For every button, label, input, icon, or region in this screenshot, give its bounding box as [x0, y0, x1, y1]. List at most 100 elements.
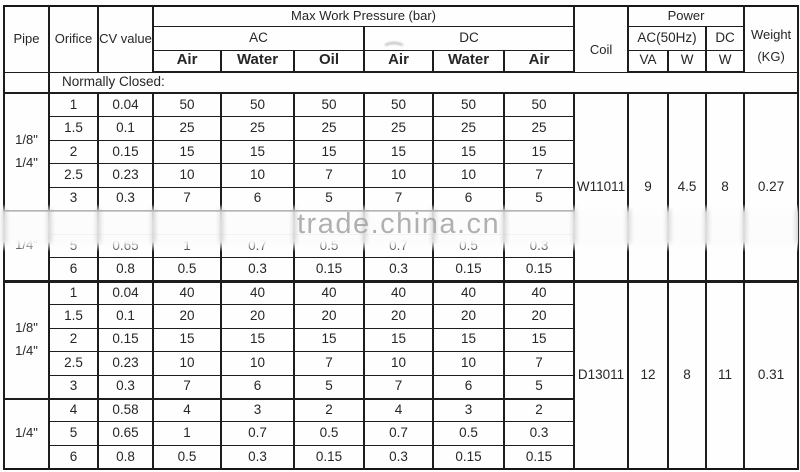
pressure-cell: 0.3: [220, 444, 295, 470]
pressure-cell: 15: [152, 139, 222, 165]
table-row: 2.5 0.23 10 10 7 10 10 7: [4, 163, 798, 188]
table-row: 3 0.3 7 6 5 7 6 5: [4, 374, 798, 400]
pressure-cell: 25: [152, 116, 222, 141]
orifice-cell: 2.5: [48, 163, 99, 188]
orifice-cell: 5: [48, 421, 99, 446]
col-header-ac-air: Air: [152, 49, 222, 73]
pressure-cell: 15: [432, 327, 505, 353]
cv-value-cell: 0.15: [97, 139, 154, 165]
pressure-cell: 20: [432, 304, 505, 329]
pressure-cell: 0.15: [293, 257, 365, 282]
pressure-cell: 40: [293, 279, 365, 306]
pressure-cell: 40: [432, 279, 505, 306]
pressure-cell: 25: [220, 116, 295, 141]
coil-model-cell: D13011: [573, 279, 630, 470]
pressure-cell: 7: [293, 351, 365, 376]
pressure-cell: 40: [363, 279, 434, 306]
pressure-cell: 0.5: [152, 444, 222, 470]
pressure-cell: 0.15: [502, 257, 576, 282]
pressure-cell: 40: [220, 279, 295, 306]
col-header-ac50hz: AC(50Hz): [627, 25, 708, 51]
col-header-ac: AC: [152, 25, 365, 51]
pressure-cell: 25: [293, 116, 365, 141]
pressure-cell: 10: [152, 163, 222, 188]
pressure-cell: 15: [220, 139, 295, 165]
pressure-cell: 20: [152, 304, 222, 329]
cv-value-cell: 0.15: [97, 327, 154, 353]
pressure-cell: 50: [363, 92, 434, 118]
col-header-pipe: Pipe: [3, 5, 50, 73]
power-w-dc-cell: 11: [705, 279, 746, 470]
ghost-column-line: [796, 209, 799, 243]
cv-value-cell: 0.3: [97, 374, 154, 400]
pressure-cell: 7: [502, 351, 576, 376]
orifice-cell: 2: [48, 139, 99, 165]
col-header-va: VA: [627, 49, 670, 73]
pressure-cell: 50: [152, 92, 222, 118]
orifice-cell: 1.5: [48, 304, 99, 329]
pressure-cell: 0.5: [152, 257, 222, 282]
pressure-cell: 0.5: [432, 421, 505, 446]
orifice-cell: 3: [48, 374, 99, 400]
cv-value-cell: 0.8: [97, 257, 154, 282]
pressure-cell: 15: [363, 139, 434, 165]
pressure-cell: 25: [502, 116, 576, 141]
header-row-1: Pipe Orifice CV value Max Work Pressure …: [3, 5, 800, 73]
pressure-cell: 3: [220, 397, 295, 423]
pressure-cell: 20: [293, 304, 365, 329]
cv-value-cell: 0.8: [97, 444, 154, 470]
pipe-size-cell: 1/8" 1/4": [3, 92, 50, 212]
pressure-cell: 40: [152, 279, 222, 306]
ghost-column-line: [667, 209, 670, 243]
blur-band: [2, 204, 799, 252]
pressure-cell: 0.15: [502, 444, 576, 470]
weight-value-cell: 0.31: [743, 279, 800, 470]
orifice-cell: 6: [48, 257, 99, 282]
col-header-dc-air2: Air: [502, 49, 576, 73]
pressure-cell: 25: [363, 116, 434, 141]
pressure-cell: 50: [220, 92, 295, 118]
col-header-cv-value: CV value: [97, 5, 154, 73]
pressure-cell: 15: [432, 139, 505, 165]
col-header-weight: Weight (KG): [743, 5, 800, 73]
pressure-cell: 15: [220, 327, 295, 353]
ghost-column-line: [743, 209, 746, 243]
pressure-cell: 15: [363, 327, 434, 353]
pressure-cell: 10: [432, 163, 505, 188]
pressure-cell: 7: [152, 374, 222, 400]
col-header-power-dc: DC: [705, 25, 746, 51]
col-header-coil: Coil: [573, 5, 630, 73]
ghost-column-line: [503, 209, 506, 243]
pressure-cell: 5: [502, 374, 576, 400]
pressure-cell: 20: [220, 304, 295, 329]
ghost-column-line: [705, 209, 708, 243]
pressure-cell: 7: [502, 163, 576, 188]
col-header-w-dc: W: [705, 49, 746, 73]
ghost-column-line: [432, 209, 435, 243]
ghost-column-line: [363, 209, 366, 243]
power-w-ac-cell: 4.5: [667, 92, 708, 282]
orifice-cell: 1.5: [48, 116, 99, 141]
ghost-column-line: [97, 209, 100, 243]
cv-value-cell: 0.1: [97, 304, 154, 329]
col-header-power: Power: [627, 5, 746, 27]
pressure-cell: 10: [152, 351, 222, 376]
table-body: Normally Closed: 1/8" 1/4" 1 0.04 50 50 50 50 5…: [3, 71, 800, 470]
col-header-orifice: Orifice: [48, 5, 99, 73]
pipe-size-cell: 1/8" 1/4": [3, 279, 50, 400]
pressure-cell: 4: [152, 397, 222, 423]
pressure-cell: 10: [220, 351, 295, 376]
pressure-cell: 4: [363, 397, 434, 423]
table-row: 1.5 0.1 20 20 20 20 20 20: [4, 304, 798, 329]
watermark-text: trade.china.cn: [297, 208, 501, 240]
pressure-cell: 0.7: [220, 421, 295, 446]
pressure-cell: 2: [293, 397, 365, 423]
cv-value-cell: 0.23: [97, 163, 154, 188]
pressure-cell: 15: [293, 327, 365, 353]
pressure-cell: 15: [152, 327, 222, 353]
orifice-cell: 6: [48, 444, 99, 470]
pipe-size-cell: 1/4": [3, 397, 50, 470]
table-row: 1/8" 1/4" 1 0.04 40 40 40 40 40 40 D13011 12 8 11 0.3…: [3, 279, 800, 470]
